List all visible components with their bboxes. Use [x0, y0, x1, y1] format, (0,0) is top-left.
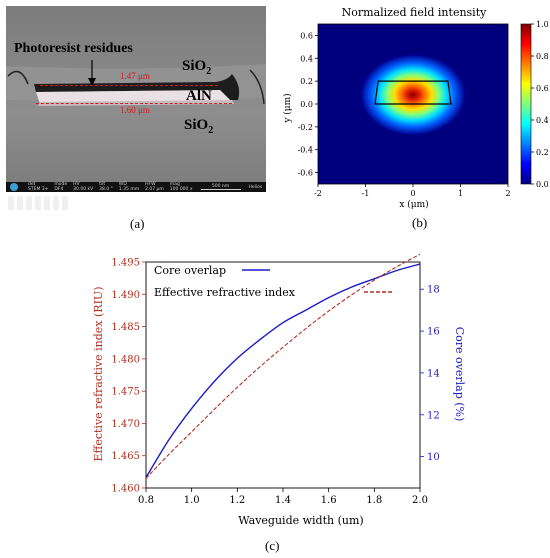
sio2-bottom-label: SiO2 — [184, 117, 213, 136]
colorbar — [520, 23, 532, 185]
heatmap-panel: Normalized field intensity -2 -1 0 1 2 -0.6 -0… — [282, 6, 548, 210]
colorbar-tick-label: 0.4 — [536, 116, 548, 125]
heatmap-xtick-label: 1 — [458, 189, 463, 198]
line-ytick-left-label: 1.460 — [111, 484, 140, 495]
sem-hv-val: 30.00 kV — [73, 187, 94, 192]
line-ytick-left-label: 1.470 — [111, 419, 140, 430]
line-xtick-label: 1.4 — [275, 495, 291, 506]
heatmap-xtick-label: 0 — [410, 189, 415, 198]
sem-info-bar: det STEM 3+ mode DF4 HV 30.00 kV tilt 38.0 °… — [6, 182, 266, 192]
line-ytick-right-label: 10 — [427, 452, 440, 463]
colorbar-tick-label: 0.6 — [536, 84, 548, 93]
sem-caption-ghost — [8, 196, 68, 210]
heatmap-xtick-label: -2 — [314, 189, 322, 198]
panel-a-label: (a) — [130, 216, 145, 231]
line-xtick-label: 1.6 — [321, 495, 337, 506]
sem-mode-head: mode — [54, 182, 68, 187]
heatmap-ytick-label: -0.2 — [298, 123, 313, 132]
heatmap-ytick-label: 0.0 — [300, 100, 313, 109]
heatmap-ytick-label: 0.2 — [300, 77, 313, 86]
core-overlap-line — [145, 263, 421, 478]
top-width-line — [40, 85, 218, 86]
sem-scale-bar — [200, 189, 241, 190]
panel-b-label: (b) — [412, 215, 428, 230]
sem-mode-val: DF4 — [54, 187, 64, 192]
residues-arrow — [88, 60, 96, 86]
line-xlabel: Waveguide width (um) — [238, 514, 363, 527]
sem-wd-val: 1.35 mm — [118, 187, 140, 192]
bottom-width-label: 1.60 μm — [120, 105, 150, 115]
line-ytick-left-label: 1.465 — [111, 451, 140, 462]
sem-image: Photoresist residues 1.47 μm 1.60 μm SiO… — [6, 6, 266, 192]
heatmap-ytick-label: 0.4 — [300, 54, 313, 63]
line-ytick-left-label: 1.490 — [111, 290, 140, 301]
sio2-top-text: SiO — [182, 58, 207, 74]
colorbar-tick-label: 1.0 — [536, 20, 548, 29]
sem-mag-head: mag — [169, 182, 180, 187]
legend-label: Core overlap — [154, 264, 226, 277]
aln-label: AlN — [186, 88, 212, 104]
line-ylabel-right: Core overlap (%) — [453, 327, 466, 422]
colorbar-tick-label: 0.2 — [536, 148, 548, 157]
sem-hfw-val: 2.07 μm — [145, 187, 164, 192]
sem-wd-head: WD — [118, 182, 127, 187]
heatmap-xlabel: x (μm) — [399, 199, 428, 210]
heatmap-ytick-label: 0.6 — [300, 31, 313, 40]
line-xtick-label: 1.8 — [366, 495, 382, 506]
sem-scale-label: 500 nm — [211, 184, 230, 189]
sio2-bottom-subscript: 2 — [208, 125, 214, 136]
line-ytick-left-label: 1.475 — [111, 387, 140, 398]
sem-tilt-val: 38.0 ° — [99, 187, 113, 192]
sem-logo-icon — [10, 183, 18, 191]
sio2-top-subscript: 2 — [206, 66, 212, 77]
heatmap-xtick-label: -1 — [362, 189, 370, 198]
line-xtick-label: 1.2 — [229, 495, 245, 506]
sio2-top-label: SiO2 — [182, 58, 211, 77]
sio2-bottom-text: SiO — [184, 117, 209, 133]
heatmap-title: Normalized field intensity — [342, 6, 487, 19]
line-ytick-right-label: 14 — [427, 368, 440, 379]
residues-label: Photoresist residues — [14, 41, 133, 56]
top-width-label: 1.47 μm — [120, 71, 150, 81]
sem-det-head: det — [28, 182, 36, 187]
colorbar-tick-label: 0.8 — [536, 52, 548, 61]
waveguide-outline — [374, 80, 452, 105]
legend-label: Effective refractive index — [154, 286, 296, 299]
sem-tilt-head: tilt — [99, 182, 106, 187]
line-ytick-left-label: 1.485 — [111, 322, 140, 333]
line-ylabel-left: Effective refractive index (RIU) — [92, 287, 105, 462]
sem-det-val: STEM 3+ — [28, 187, 49, 192]
sem-mag-val: 100 000 x — [169, 187, 193, 192]
line-ytick-left-label: 1.495 — [111, 258, 140, 269]
colorbar-tick-label: 0.0 — [536, 180, 548, 189]
line-ytick-left-label: 1.480 — [111, 354, 140, 365]
line-xtick-label: 2.0 — [412, 495, 428, 506]
sem-hv-head: HV — [73, 182, 80, 187]
heatmap-ytick-label: -0.6 — [298, 169, 313, 178]
line-xtick-label: 0.8 — [138, 495, 154, 506]
mode-profile — [361, 54, 465, 135]
line-ytick-right-label: 12 — [427, 410, 440, 421]
bottom-width-line — [36, 103, 232, 104]
heatmap-ytick-label: -0.4 — [298, 146, 313, 155]
sem-brand: Helios — [248, 184, 263, 190]
heatmap-ylabel: y (μm) — [282, 93, 293, 123]
line-ytick-right-label: 16 — [427, 327, 440, 338]
line-xtick-label: 1.0 — [184, 495, 200, 506]
line-ytick-right-label: 18 — [427, 285, 440, 296]
heatmap-xtick-label: 2 — [505, 189, 510, 198]
effective-index-line — [145, 253, 421, 479]
sem-hfw-head: HFW — [145, 182, 156, 187]
panel-c-label: (c) — [265, 538, 280, 553]
line-chart-panel: 0.8 1.0 1.2 1.4 1.6 1.8 2.0 1.460 1.465 1.470 1.47… — [92, 253, 466, 527]
